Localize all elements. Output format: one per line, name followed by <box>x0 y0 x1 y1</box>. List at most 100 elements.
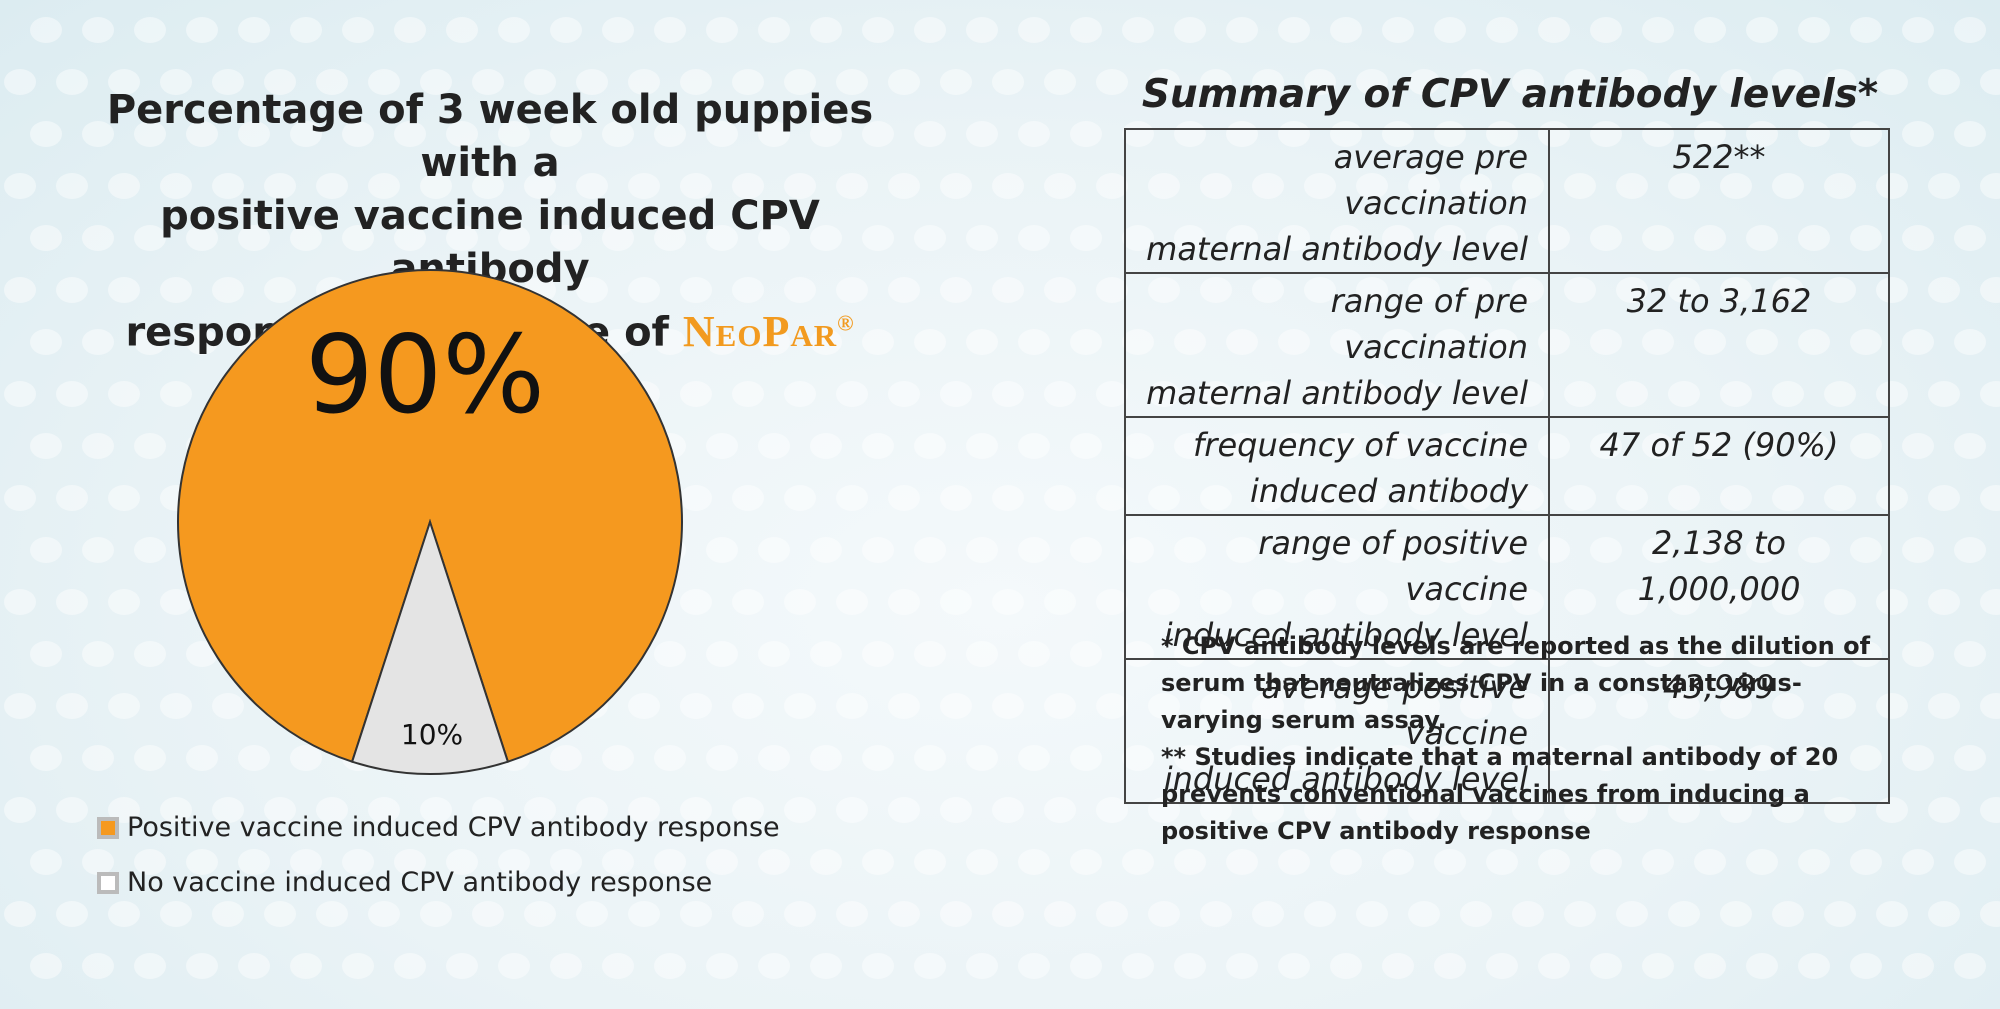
background-dot <box>1382 953 1414 979</box>
background-dot <box>1642 17 1674 43</box>
row-label: frequency of vaccine induced antibody <box>1124 416 1550 516</box>
background-dot <box>82 433 114 459</box>
background-dot <box>862 17 894 43</box>
background-dot <box>836 901 868 927</box>
background-dot <box>316 173 348 199</box>
background-dot <box>628 797 660 823</box>
background-dot <box>4 589 36 615</box>
background-dot <box>732 485 764 511</box>
row-value: 43,989 <box>1548 658 1890 804</box>
background-dot <box>368 901 400 927</box>
background-dot <box>654 641 686 667</box>
background-dot <box>966 953 998 979</box>
background-dot <box>212 173 244 199</box>
background-dot <box>758 17 790 43</box>
background-dot <box>1668 69 1700 95</box>
background-dot <box>1096 173 1128 199</box>
background-dot <box>1902 17 1934 43</box>
background-dot <box>784 69 816 95</box>
background-dot <box>4 693 36 719</box>
background-dot <box>82 17 114 43</box>
background-dot <box>862 121 894 147</box>
background-dot <box>316 901 348 927</box>
background-dot <box>1850 849 1882 875</box>
background-dot <box>1876 69 1908 95</box>
background-dot <box>888 277 920 303</box>
background-dot <box>264 173 296 199</box>
background-dot <box>1200 901 1232 927</box>
background-dot <box>784 901 816 927</box>
background-dot <box>706 537 738 563</box>
background-dot <box>160 277 192 303</box>
background-dot <box>1928 381 1960 407</box>
background-dot <box>1096 69 1128 95</box>
background-dot <box>758 225 790 251</box>
background-dot <box>1616 69 1648 95</box>
background-dot <box>394 121 426 147</box>
background-dot <box>212 901 244 927</box>
background-dot <box>56 901 88 927</box>
background-dot <box>810 329 842 355</box>
background-dot <box>1954 849 1986 875</box>
background-dot <box>1122 953 1154 979</box>
background-dot <box>30 121 62 147</box>
background-dot <box>810 433 842 459</box>
background-dot <box>446 225 478 251</box>
row-label-line-2: induced antibody <box>1250 472 1528 510</box>
background-dot <box>836 485 868 511</box>
background-dot <box>1096 485 1128 511</box>
background-dot <box>784 173 816 199</box>
background-dot <box>238 745 270 771</box>
background-dot <box>56 485 88 511</box>
background-dot <box>1018 121 1050 147</box>
background-dot <box>524 901 556 927</box>
background-dot <box>186 745 218 771</box>
background-dot <box>992 69 1024 95</box>
background-dot <box>1356 901 1388 927</box>
background-dot <box>550 745 582 771</box>
background-dot <box>134 17 166 43</box>
background-dot <box>1018 641 1050 667</box>
background-dot <box>56 173 88 199</box>
background-dot <box>134 849 166 875</box>
background-dot <box>446 953 478 979</box>
background-dot <box>342 225 374 251</box>
background-dot <box>1772 797 1804 823</box>
background-dot <box>1096 589 1128 615</box>
background-dot <box>940 69 972 95</box>
background-dot <box>264 797 296 823</box>
background-dot <box>732 277 764 303</box>
background-dot <box>394 849 426 875</box>
background-dot <box>1252 69 1284 95</box>
background-dot <box>1668 901 1700 927</box>
background-dot <box>602 17 634 43</box>
chart-title-line-1: Percentage of 3 week old puppies with a <box>106 87 874 186</box>
background-dot <box>498 17 530 43</box>
background-dot <box>290 17 322 43</box>
background-dot <box>628 693 660 719</box>
background-dot <box>212 69 244 95</box>
background-dot <box>472 797 504 823</box>
background-dot <box>1070 641 1102 667</box>
background-dot <box>108 69 140 95</box>
background-dot <box>160 589 192 615</box>
table-row: average positive vaccine induced antibody… <box>1124 658 1890 804</box>
background-dot <box>1252 901 1284 927</box>
background-dot <box>836 277 868 303</box>
background-dot <box>654 329 686 355</box>
background-dot <box>576 69 608 95</box>
background-dot <box>680 277 712 303</box>
background-dot <box>1564 797 1596 823</box>
background-dot <box>1070 953 1102 979</box>
background-dot <box>940 901 972 927</box>
background-dot <box>1694 849 1726 875</box>
background-dot <box>706 121 738 147</box>
background-dot <box>1278 953 1310 979</box>
background-dot <box>108 589 140 615</box>
background-dot <box>1902 433 1934 459</box>
background-dot <box>1564 69 1596 95</box>
background-dot <box>992 485 1024 511</box>
background-dot <box>1070 225 1102 251</box>
row-label-line-1: range of pre vaccination <box>1330 282 1528 366</box>
background-dot <box>446 17 478 43</box>
